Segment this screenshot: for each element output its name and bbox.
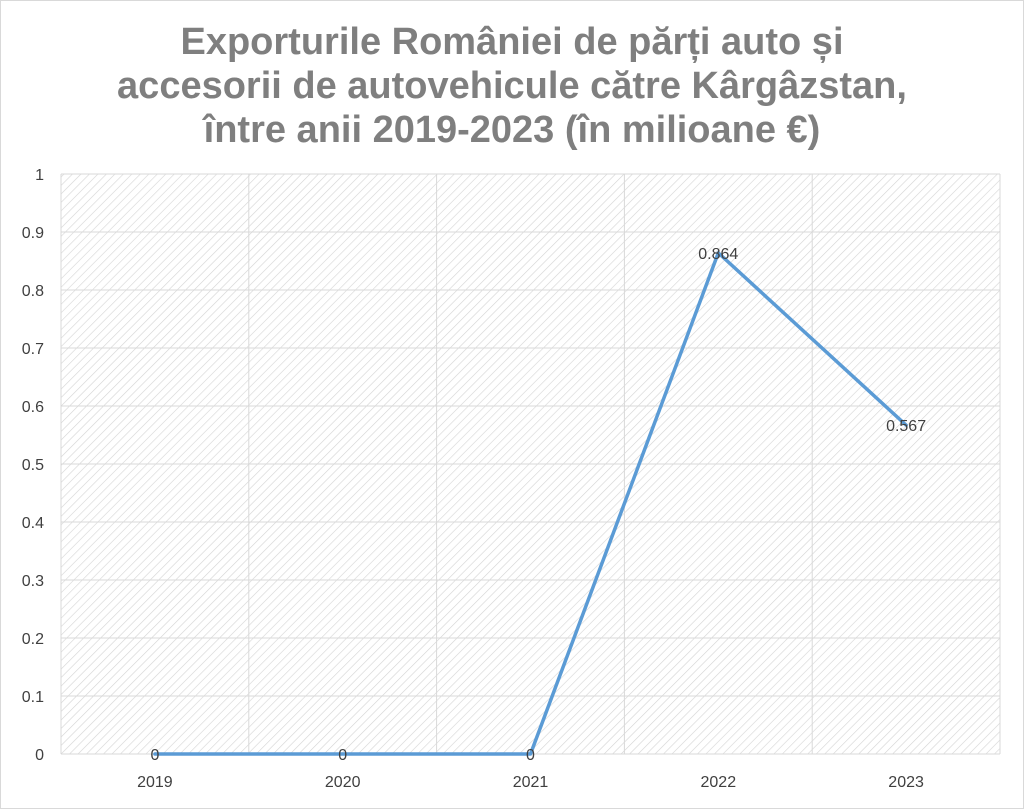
chart-title-line-3: între anii 2019-2023 (în milioane €) <box>203 109 821 151</box>
y-tick-label: 0.3 <box>22 573 44 590</box>
data-label: 0 <box>338 747 347 764</box>
y-tick-label: 1 <box>35 167 44 184</box>
chart-title-line-1: Exporturile României de părți auto și <box>180 21 844 63</box>
x-tick-label: 2021 <box>513 774 549 791</box>
x-tick-label: 2019 <box>137 774 173 791</box>
data-label: 0.567 <box>886 418 926 435</box>
chart-title: Exporturile României de părți auto și ac… <box>0 20 1024 152</box>
y-tick-label: 0.1 <box>22 689 44 706</box>
data-point <box>529 752 532 756</box>
y-tick-label: 0.7 <box>22 341 44 358</box>
y-tick-label: 0.8 <box>22 283 44 300</box>
data-point <box>153 752 157 756</box>
data-labels: 0 0 0 0.864 0.567 <box>150 246 926 764</box>
y-tick-label: 0.6 <box>22 399 44 416</box>
data-point <box>716 251 720 255</box>
data-point <box>904 423 908 427</box>
data-point <box>341 752 345 756</box>
chart-title-line-2: accesorii de autovehicule către Kârgâzst… <box>117 65 907 107</box>
axes: 0 0.1 0.2 0.3 0.4 0.5 0.6 0.7 0.8 0.9 1 2019 2020 202… <box>22 167 924 791</box>
x-tick-label: 2020 <box>325 774 361 791</box>
data-label: 0 <box>150 747 159 764</box>
y-tick-label: 0.4 <box>22 515 44 532</box>
x-tick-label: 2022 <box>701 774 737 791</box>
y-tick-label: 0.5 <box>22 457 44 474</box>
series-layer <box>153 251 908 756</box>
x-tick-label: 2023 <box>888 774 924 791</box>
data-label: 0.864 <box>698 246 738 263</box>
y-tick-label: 0.9 <box>22 225 44 242</box>
y-tick-label: 0.2 <box>22 631 44 648</box>
y-tick-label: 0 <box>35 747 44 764</box>
data-label: 0 <box>526 747 535 764</box>
